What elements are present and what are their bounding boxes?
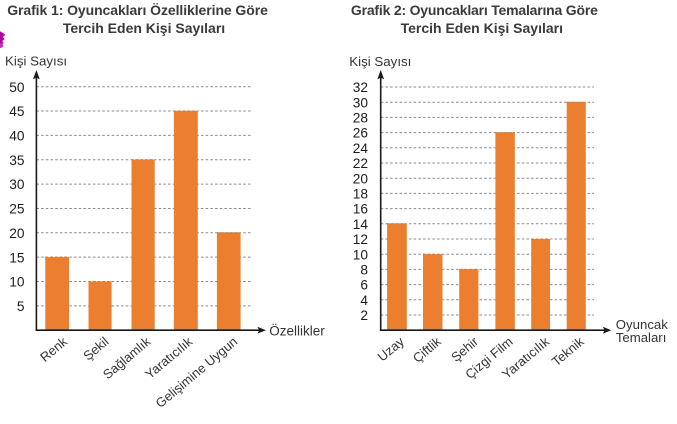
- svg-text:10: 10: [353, 247, 369, 262]
- svg-text:5: 5: [17, 299, 25, 314]
- svg-text:Tercih Eden Kişi Sayıları: Tercih Eden Kişi Sayıları: [401, 20, 563, 36]
- svg-text:12: 12: [353, 232, 368, 247]
- svg-text:Grafik 1: Oyuncakları Özellikl: Grafik 1: Oyuncakları Özelliklerine Göre: [7, 2, 268, 18]
- svg-text:Temaları: Temaları: [616, 330, 667, 345]
- svg-text:22: 22: [353, 156, 368, 171]
- svg-text:26: 26: [353, 126, 369, 141]
- svg-text:Oyuncak: Oyuncak: [616, 317, 668, 332]
- svg-text:40: 40: [9, 129, 25, 144]
- svg-text:24: 24: [353, 141, 369, 156]
- svg-text:14: 14: [353, 217, 369, 232]
- svg-text:16: 16: [353, 202, 369, 217]
- svg-text:Tercih Eden Kişi Sayıları: Tercih Eden Kişi Sayıları: [63, 20, 225, 36]
- svg-text:30: 30: [353, 95, 369, 110]
- svg-text:Grafik 2: Oyuncakları Temaları: Grafik 2: Oyuncakları Temalarına Göre: [351, 2, 598, 18]
- svg-text:28: 28: [353, 111, 369, 126]
- svg-text:10: 10: [9, 275, 25, 290]
- svg-text:25: 25: [9, 202, 25, 217]
- svg-text:2: 2: [360, 308, 368, 323]
- svg-text:15: 15: [9, 250, 25, 265]
- svg-text:Kişi Sayısı: Kişi Sayısı: [349, 54, 411, 69]
- svg-text:20: 20: [9, 226, 25, 241]
- svg-text:Özellikler: Özellikler: [269, 324, 325, 339]
- svg-text:35: 35: [9, 153, 25, 168]
- svg-text:Kişi Sayısı: Kişi Sayısı: [5, 54, 67, 69]
- svg-text:50: 50: [9, 80, 25, 95]
- svg-text:32: 32: [353, 80, 368, 95]
- svg-text:8: 8: [360, 263, 368, 278]
- svg-text:20: 20: [353, 171, 369, 186]
- svg-text:30: 30: [9, 177, 25, 192]
- svg-text:45: 45: [9, 104, 25, 119]
- svg-text:18: 18: [353, 187, 369, 202]
- svg-text:4: 4: [360, 293, 368, 308]
- svg-text:6: 6: [360, 278, 368, 293]
